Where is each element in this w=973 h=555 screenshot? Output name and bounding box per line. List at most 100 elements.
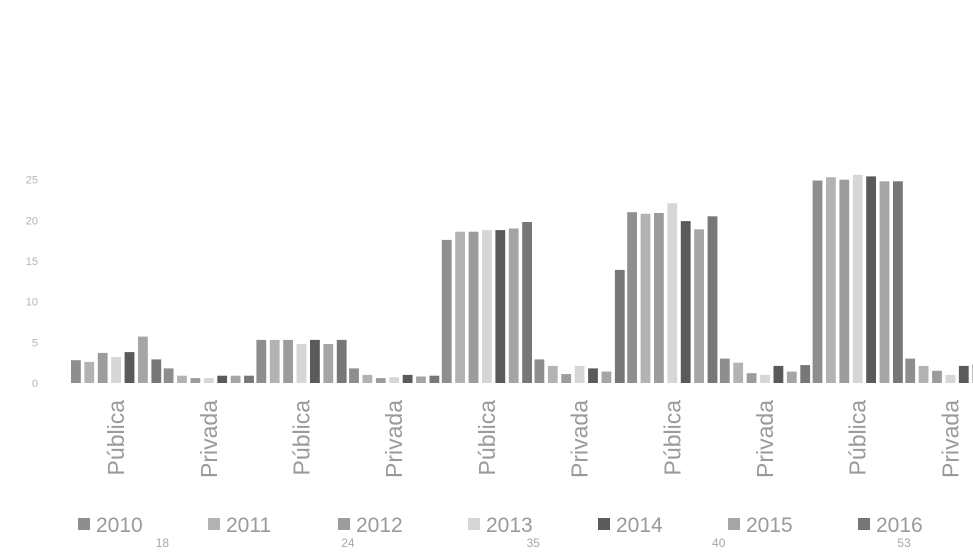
x-tick-label: Privada: [567, 400, 593, 478]
bar-2012-3: [283, 339, 293, 383]
bar-2012-8: [746, 373, 757, 383]
bar-2010-10: [905, 358, 916, 383]
bar-2010-1: [71, 360, 81, 383]
legend-swatch-2011: [208, 518, 220, 530]
bar-2011-6: [547, 365, 558, 383]
bar-2013-9: [852, 174, 863, 383]
y-axis: 0 5 10 15 20 25: [26, 175, 38, 390]
bar-2013-2: [203, 378, 214, 383]
bar-2013-10: [945, 374, 956, 383]
bar-2014-8: [773, 365, 784, 383]
bar-2011-3: [269, 339, 280, 383]
bar-2013-3: [296, 344, 307, 383]
group-label: 18: [156, 536, 170, 550]
legend-label-2015: 2015: [746, 514, 793, 537]
bar-2014-7: [680, 221, 691, 383]
bar-2016-4: [429, 375, 440, 383]
bar-2015-9: [879, 181, 890, 383]
bar-2016-9: [893, 181, 903, 383]
bar-2012-2: [190, 378, 201, 383]
group-labels: 18 24 35 40 53: [156, 536, 911, 550]
bar-2013-8: [760, 374, 770, 383]
bar-2013-6: [574, 365, 585, 383]
bar-2015-1: [138, 336, 148, 383]
x-tick-label: Pública: [845, 400, 871, 476]
bar-2011-5: [455, 231, 465, 383]
y-tick-label: 25: [26, 175, 38, 187]
bar-2010-8: [719, 358, 730, 383]
x-tick-label: Privada: [937, 400, 963, 478]
bar-2013-5: [482, 230, 492, 383]
bar-2016-1: [151, 359, 162, 383]
bar-2011-10: [918, 365, 929, 383]
legend-swatch-2010: [78, 518, 90, 530]
bar-2015-8: [786, 371, 797, 383]
bar-2014-1: [124, 352, 135, 383]
bars: [71, 174, 973, 383]
legend-swatch-2015: [728, 518, 740, 530]
bar-2014-9: [866, 176, 876, 383]
bar-2016-5: [522, 222, 532, 383]
x-tick-label: Pública: [103, 400, 129, 476]
bar-2014-5: [495, 230, 506, 383]
legend: 2010 2011 2012 2013 2014 2015 2016: [78, 514, 923, 537]
bar-2011-4: [362, 374, 373, 383]
x-axis: Pública Privada Pública Privada Pública Priva…: [103, 400, 963, 478]
bar-2016-7: [707, 216, 718, 383]
bar-2014-4: [402, 374, 413, 383]
bar-2010-3: [256, 339, 267, 383]
bar-2010-2: [163, 368, 174, 383]
group-label: 53: [897, 536, 911, 550]
group-label: 24: [341, 536, 355, 550]
legend-label-2013: 2013: [486, 514, 533, 537]
bar-2010-6: [534, 359, 545, 383]
bar-2012-1: [97, 352, 108, 383]
bar-2012-5: [468, 231, 479, 383]
legend-label-2014: 2014: [616, 514, 663, 537]
x-tick-label: Pública: [474, 400, 500, 476]
group-label: 40: [712, 536, 726, 550]
bar-2011-1: [84, 361, 95, 383]
legend-label-2011: 2011: [226, 514, 271, 537]
y-tick-label: 0: [32, 378, 38, 390]
bar-2016-3: [336, 339, 347, 383]
bar-2011-7: [640, 213, 651, 383]
bar-2014-6: [588, 368, 598, 383]
bar-2011-2: [177, 375, 187, 383]
x-tick-label: Privada: [752, 400, 778, 478]
bar-2016-8: [800, 365, 811, 383]
bar-2014-10: [958, 365, 969, 383]
bar-2011-8: [733, 362, 744, 383]
x-tick-label: Pública: [659, 400, 685, 476]
y-tick-label: 20: [26, 215, 38, 227]
legend-label-2016: 2016: [876, 514, 923, 537]
legend-label-2010: 2010: [96, 514, 143, 537]
bar-2012-6: [561, 374, 572, 383]
bar-2015-7: [694, 229, 704, 383]
bar-2015-2: [230, 375, 241, 383]
bar-2012-7: [654, 213, 664, 383]
legend-swatch-2016: [858, 518, 870, 530]
x-tick-label: Privada: [381, 400, 407, 478]
bar-2013-4: [389, 377, 400, 383]
bar-2010-7: [627, 212, 637, 383]
bar-2016-6: [614, 269, 625, 383]
y-tick-label: 10: [26, 297, 38, 309]
bar-2015-4: [416, 376, 426, 383]
legend-label-2012: 2012: [356, 514, 403, 537]
bar-2014-3: [310, 339, 320, 383]
legend-swatch-2014: [598, 518, 610, 530]
bar-2016-2: [244, 375, 254, 383]
group-label: 35: [527, 536, 541, 550]
bar-2015-6: [601, 371, 612, 383]
bar-2015-3: [323, 344, 334, 383]
legend-swatch-2012: [338, 518, 350, 530]
y-tick-label: 5: [32, 337, 38, 349]
bar-2015-5: [508, 228, 519, 383]
bar-2010-4: [349, 368, 359, 383]
bar-2013-1: [111, 357, 121, 383]
x-tick-label: Pública: [289, 400, 315, 476]
y-tick-label: 15: [26, 256, 38, 268]
bar-2014-2: [217, 375, 228, 383]
